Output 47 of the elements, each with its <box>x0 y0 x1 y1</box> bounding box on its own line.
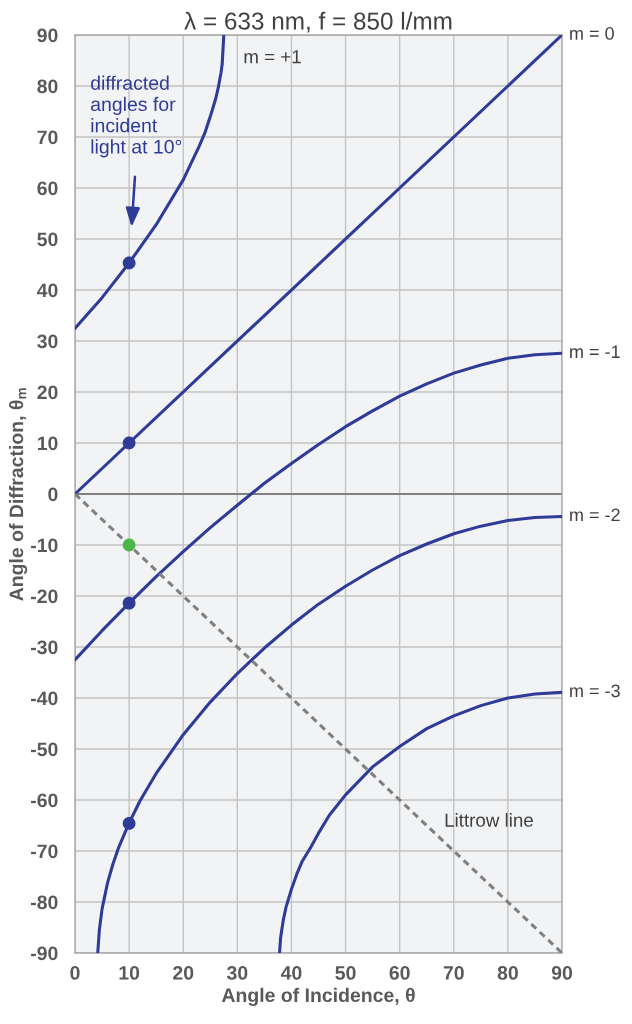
y-tick-label: 90 <box>37 28 58 43</box>
x-tick-label: 90 <box>551 966 573 980</box>
point <box>122 538 136 552</box>
chart-title: λ = 633 nm, f = 850 l/mm <box>184 11 452 33</box>
x-tick-label: 30 <box>226 966 248 980</box>
y-tick-label: -60 <box>30 793 58 808</box>
x-tick-label: 0 <box>70 966 80 980</box>
y-tick-label: 40 <box>37 283 58 298</box>
y-tick-label: 20 <box>37 385 58 400</box>
x-tick-label: 40 <box>280 966 302 980</box>
point <box>122 817 136 830</box>
y-tick-label: -50 <box>30 742 58 757</box>
x-tick-label: 20 <box>173 966 194 980</box>
y-tick-label: 70 <box>37 130 58 145</box>
y-tick-label: 60 <box>37 181 58 196</box>
x-tick-label: 70 <box>443 966 464 980</box>
point <box>122 596 136 610</box>
series-label: m = -3 <box>570 684 620 698</box>
y-tick-label: -30 <box>30 640 58 655</box>
y-tick-label: 80 <box>37 79 58 94</box>
x-tick-label: 10 <box>119 966 140 980</box>
line-series <box>75 351 562 662</box>
y-tick-label: -90 <box>30 946 58 961</box>
y-axis-title: Angle of Diffraction, θ$_{m}$ <box>8 388 28 601</box>
x-tick-label: 50 <box>335 966 356 980</box>
y-tick-label: 30 <box>37 334 58 349</box>
annotation: diffracted angles for incident light at 10° <box>91 75 182 158</box>
line-series <box>278 690 562 953</box>
annotation: Littrow line <box>445 813 533 827</box>
y-tick-label: -70 <box>30 844 58 859</box>
y-tick-label: -40 <box>30 691 58 706</box>
y-tick-label: 0 <box>48 487 58 502</box>
x-tick-label: 80 <box>497 966 518 980</box>
series-label: m = 0 <box>570 27 614 40</box>
x-tick-label: 60 <box>389 966 410 980</box>
y-tick-label: -80 <box>30 895 58 910</box>
series-label: m = -1 <box>570 345 620 358</box>
series-label: m = -2 <box>570 508 620 522</box>
y-tick-label: 10 <box>37 436 58 451</box>
point <box>122 256 136 270</box>
annotation: m = +1 <box>244 50 301 64</box>
x-axis-title: Angle of Incidence, θ <box>221 987 415 1006</box>
y-tick-label: -10 <box>30 538 58 553</box>
y-tick-label: 50 <box>37 232 58 247</box>
point <box>122 436 136 450</box>
line-series <box>75 35 226 330</box>
y-tick-label: -20 <box>30 589 58 604</box>
